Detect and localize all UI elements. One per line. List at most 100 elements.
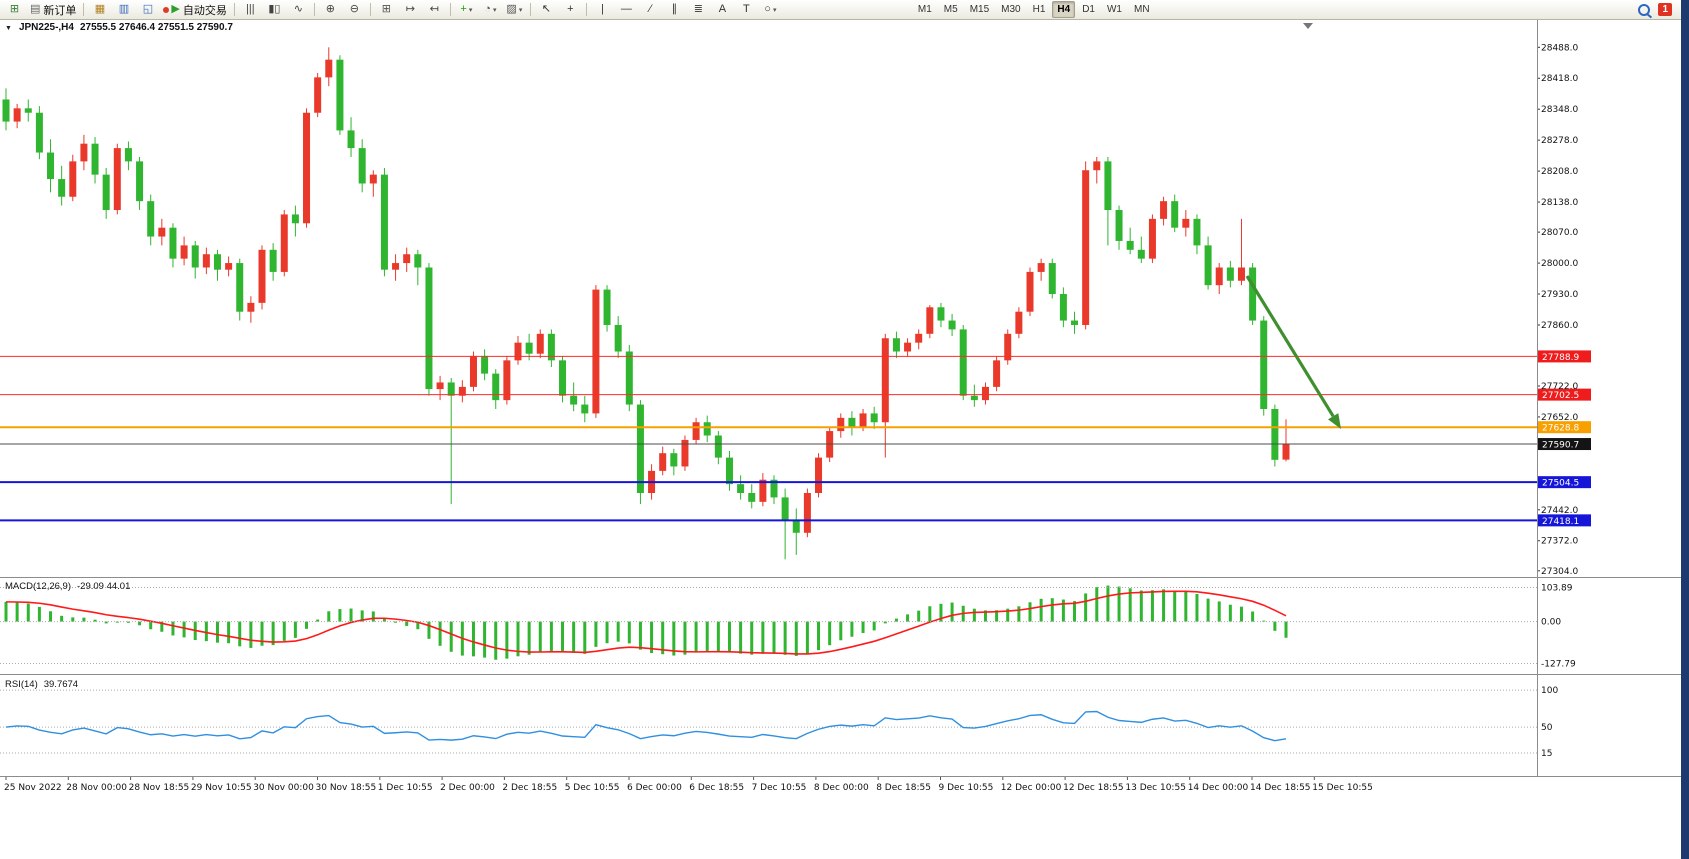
crosshair-icon[interactable]: + (559, 1, 582, 19)
time-axis-label: 6 Dec 00:00 (627, 783, 682, 793)
one-click-trading-icon[interactable]: ▼ (5, 25, 12, 32)
candle-body (414, 254, 422, 268)
time-axis-label: 14 Dec 18:55 (1250, 783, 1311, 793)
candle-body (670, 453, 678, 467)
market-watch-icon[interactable]: ▥ (112, 1, 135, 19)
chart-shift-icon[interactable]: ↤ (423, 1, 446, 19)
cursor-icon[interactable]: ↖ (535, 1, 558, 19)
time-axis-label: 2 Dec 00:00 (440, 783, 495, 793)
timeframe-group: M1 M5 M15 M30 H1 H4 D1 W1 MN (913, 1, 1155, 18)
timeframe-m15-button[interactable]: M15 (969, 4, 990, 15)
notification-badge[interactable]: 1 (1658, 3, 1672, 16)
candlestick-mode-icon[interactable]: ▮▯ (263, 1, 286, 19)
periods-icon-glyph: ◔ (484, 3, 491, 15)
trend-arrow-line[interactable] (1245, 275, 1335, 418)
new-order-button[interactable]: ▤ 新订单 (27, 1, 79, 19)
rsi-name-label: RSI(14) (5, 679, 38, 690)
price-tick-label: 27372.0 (1541, 537, 1578, 547)
candle-body (303, 112, 311, 224)
vertical-line-icon[interactable]: | (591, 1, 614, 19)
time-axis-label: 12 Dec 18:55 (1063, 783, 1124, 793)
candle-body (614, 324, 622, 352)
candle-body (937, 307, 945, 321)
indicators-icon[interactable]: + ▾ (455, 1, 478, 19)
time-axis-label: 1 Dec 10:55 (378, 783, 433, 793)
ohlc-values: 27555.5 27646.4 27551.5 27590.7 (79, 22, 233, 33)
candle-body (1226, 267, 1234, 281)
timeframe-w1-button[interactable]: W1 (1106, 4, 1122, 15)
candle-body (815, 457, 823, 493)
trendline-icon[interactable]: ∕ (639, 1, 662, 19)
candle-body (1282, 444, 1290, 460)
timeframe-mn-button[interactable]: MN (1133, 4, 1150, 15)
horizontal-line-icon[interactable]: — (615, 1, 638, 19)
candle-body (136, 161, 144, 202)
candle-body (469, 355, 477, 387)
dropdown-caret-icon: ▾ (772, 6, 777, 14)
candle-body (859, 413, 867, 427)
timeframe-m5-button[interactable]: M5 (943, 4, 958, 15)
candle-body (236, 263, 244, 312)
symbol-timeframe-label: JPN225-,H4 (18, 22, 74, 33)
price-tick-label: 28348.0 (1541, 105, 1578, 115)
timeframe-m1-button[interactable]: M1 (917, 4, 932, 15)
price-tag-label: 27628.8 (1542, 424, 1579, 434)
candle-body (124, 148, 132, 162)
candle-body (1249, 267, 1257, 321)
timeframe-h1-button[interactable]: H1 (1032, 4, 1046, 15)
line-chart-mode-icon[interactable]: ∿ (287, 1, 310, 19)
fibonacci-icon[interactable]: ≣ (687, 1, 710, 19)
price-tag (1538, 514, 1591, 527)
candle-body (147, 201, 155, 237)
candle-body (892, 338, 900, 352)
new-chart-icon[interactable]: ⊞ (3, 1, 26, 19)
periods-icon[interactable]: ◔ ▾ (479, 1, 502, 19)
candle-body (559, 360, 567, 396)
navigator-icon[interactable]: ◱ (136, 1, 159, 19)
time-axis-label: 9 Dec 10:55 (939, 783, 994, 793)
crosshair-icon-glyph: + (567, 3, 574, 15)
shapes-icon[interactable]: ○ ▾ (759, 1, 782, 19)
candle-body (525, 342, 533, 354)
time-axis-label: 12 Dec 00:00 (1001, 783, 1062, 793)
macd-axis-label: -127.79 (1541, 659, 1576, 669)
chart-shift-marker-icon[interactable] (1303, 23, 1313, 29)
candle-body (1215, 267, 1223, 286)
candle-body (458, 386, 466, 396)
candle-body (625, 351, 633, 405)
tile-windows-icon[interactable]: ⊞ (375, 1, 398, 19)
candle-body (1037, 263, 1045, 272)
bar-chart-mode-icon-glyph: ||| (246, 3, 255, 15)
price-tick-label: 27442.0 (1541, 506, 1578, 516)
templates-icon[interactable]: ▨ ▾ (503, 1, 526, 19)
zoom-in-icon[interactable]: ⊕ (319, 1, 342, 19)
timeframe-h4-button[interactable]: H4 (1052, 1, 1076, 18)
price-tick-label: 27722.0 (1541, 382, 1578, 392)
profiles-icon[interactable]: ▦ (88, 1, 111, 19)
auto-scroll-icon[interactable]: ↦ (399, 1, 422, 19)
candle-body (581, 404, 589, 414)
timeframe-m30-button[interactable]: M30 (1001, 4, 1021, 15)
timeframe-d1-button[interactable]: D1 (1082, 4, 1095, 15)
text-label-icon[interactable]: T (735, 1, 758, 19)
candle-body (603, 289, 611, 325)
toolbar-items: ⊞ ▤ 新订单 ▦ ▥ ◱ ▶ 自动交易 ||| ▮▯ ∿ ⊕ ⊖ ⊞ ↦ ↤ + ▾ ◔ ▾ ▨ ▾ ↖ + | — ∕ ∥ ≣ A T ○… (3, 1, 782, 19)
bar-chart-mode-icon[interactable]: ||| (239, 1, 262, 19)
price-tick-label: 28070.0 (1541, 228, 1578, 238)
channel-icon[interactable]: ∥ (663, 1, 686, 19)
candle-body (158, 227, 166, 237)
zoom-out-icon[interactable]: ⊖ (343, 1, 366, 19)
candle-body (1171, 201, 1179, 228)
candle-body (425, 267, 433, 390)
search-icon[interactable] (1638, 3, 1651, 16)
text-icon[interactable]: A (711, 1, 734, 19)
price-tick-label: 28138.0 (1541, 198, 1578, 208)
candle-body (659, 453, 667, 471)
candle-body (202, 254, 210, 268)
candle-body (325, 59, 333, 78)
price-tick-label: 27652.0 (1541, 413, 1578, 423)
candle-body (269, 249, 277, 272)
new-chart-icon-glyph: ⊞ (9, 3, 20, 15)
autotrading-button[interactable]: ▶ 自动交易 (160, 1, 229, 19)
